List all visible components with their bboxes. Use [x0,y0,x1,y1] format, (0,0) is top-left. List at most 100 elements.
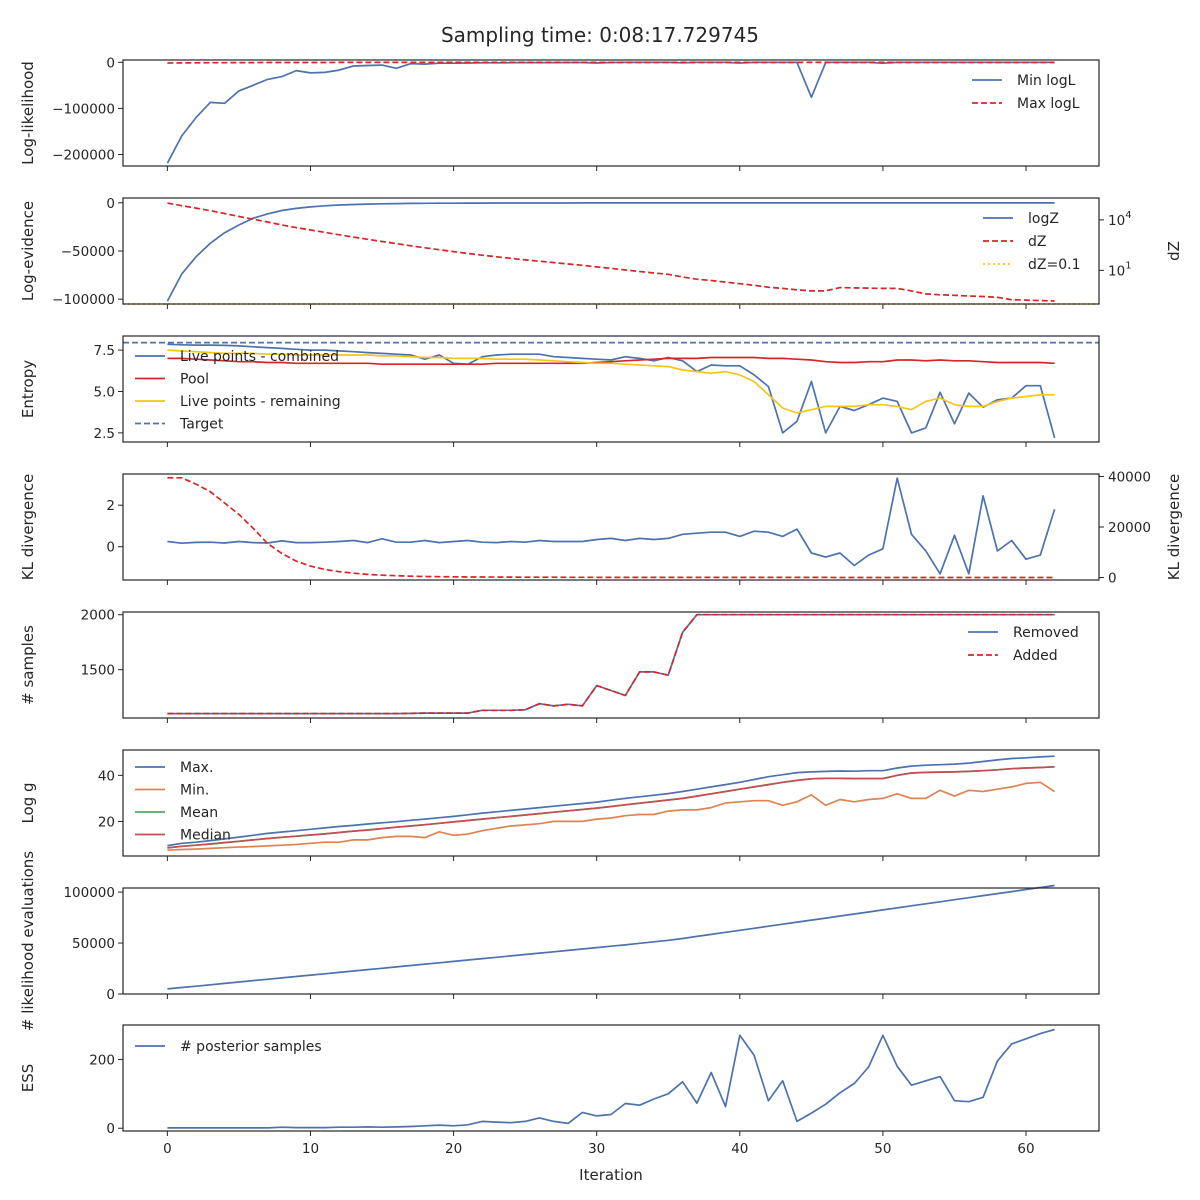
legend-label: logZ [1028,211,1059,227]
y-axis-label: Log-likelihood [19,61,37,165]
y-tick-label: 2 [106,498,115,514]
y-tick-label: 40 [98,768,115,784]
series-dz [167,202,1055,302]
y2-axis-label: dZ [1165,241,1183,261]
y-tick-label: −100000 [52,101,115,117]
series-live-points-combined [167,343,1056,439]
x-tick-label: 30 [588,1141,605,1157]
legend: logZ dZ dZ=0.1 [983,211,1080,273]
panel-3: 7.5 5.0 2.5 Entropy Live points - combined Po… [19,335,1100,447]
legend-label: Mean [180,805,218,821]
axes-frame [122,1024,1100,1132]
y-axis-label: Log-evidence [19,201,37,301]
y-tick-label: −100000 [52,292,115,308]
x-tick-label: 40 [731,1141,748,1157]
y-tick-label: 100000 [63,885,115,901]
y-tick-label: 0 [106,55,115,71]
legend-label: # posterior samples [180,1039,322,1055]
axes-frame [122,473,1100,581]
panels: 0 −100000 −200000 Log-likelihood Min logL Max… [19,55,1183,1157]
y-tick-label: 0 [106,540,115,556]
y-tick-label: 1500 [81,663,115,679]
y-axis-label: # samples [19,625,37,705]
y-tick-label: 50000 [72,936,115,952]
y-tick-label: 2.5 [94,426,115,442]
series-min [167,781,1056,852]
y-tick-label: 20 [98,814,115,830]
y-tick-label: −200000 [52,147,115,163]
y-tick-label: 200 [89,1052,115,1068]
panel-2: 0 −50000 −100000 101 104 Log-evidence dZ logZ dZ… [19,196,1183,309]
axes-frame [122,887,1100,995]
panel-1: 0 −100000 −200000 Log-likelihood Min logL Max… [19,55,1100,171]
series-max-logl [167,61,1055,64]
legend: # posterior samples [135,1039,322,1055]
legend-label: Min. [180,783,209,799]
x-tick-label: 60 [1017,1141,1034,1157]
series-pool [167,356,1055,366]
series-live-points-remaining [167,349,1055,414]
series-removed [167,613,1055,715]
legend-label: Pool [180,372,209,388]
legend-label: Max logL [1017,96,1080,112]
y2-tick-label: 104 [1108,210,1132,229]
x-tick-label: 0 [163,1141,172,1157]
legend-label: Max. [180,760,213,776]
y-tick-label: 2000 [81,608,115,624]
series-likelihood-evaluations [167,884,1055,990]
y-axis-label: Log g [19,782,37,823]
legend-label: dZ=0.1 [1028,257,1080,273]
y-tick-label: 0 [106,987,115,1003]
series-kl-divergence [167,476,1055,579]
legend-label: Removed [1013,625,1079,641]
panel-8: 200 0 0 10 20 30 40 50 60 ESS # posterior samples [19,1024,1100,1157]
figure-title: Sampling time: 0:08:17.729745 [441,23,759,47]
y2-tick-exponent: 1 [1125,260,1131,271]
y2-tick-label: 101 [1108,260,1132,279]
series-median [167,765,1055,849]
legend: Removed Added [968,625,1079,664]
panel-7: 100000 50000 0 # likelihood evaluations [19,851,1100,1031]
legend-label: Min logL [1017,73,1076,89]
y-tick-label: 0 [106,196,115,212]
legend-label: Median [180,828,231,844]
legend-label: Live points - combined [180,349,339,365]
y2-tick-label: 20000 [1108,520,1151,536]
legend: Live points - combined Pool Live points - … [135,349,341,433]
x-tick-label: 10 [302,1141,319,1157]
series-max [167,755,1055,847]
y2-axis-label: KL divergence [1165,474,1183,580]
y-tick-label: 5.0 [94,384,115,400]
x-tick-label: 20 [445,1141,462,1157]
series-logz [166,202,1055,302]
axes-frame [122,335,1100,443]
axes-frame [122,611,1100,719]
y-axis-label: KL divergence [19,474,37,580]
legend: Max. Min. Mean Median [135,760,231,844]
panel-6: 40 20 Log g Max. Min. Mean Median [19,749,1100,861]
y2-tick-label: 40000 [1108,470,1151,486]
y-axis-label: Entropy [19,360,37,418]
y-axis-label: ESS [19,1064,37,1093]
panel-5: 2000 1500 # samples Removed Added [19,608,1100,723]
series-kl-divergence [167,477,1056,575]
axes-frame [122,197,1100,305]
y-tick-label: 0 [106,1121,115,1137]
legend-label: Live points - remaining [180,394,341,410]
legend-label: Added [1013,648,1058,664]
y-tick-label: −50000 [61,244,115,260]
y-axis-label: # likelihood evaluations [19,851,37,1031]
axes-frame [122,749,1100,857]
series-min-logl [166,61,1055,164]
x-axis-label: Iteration [579,1166,643,1184]
series-added [167,613,1055,715]
legend-label: Target [179,417,224,433]
legend-label: dZ [1028,234,1046,250]
axes-frame [122,59,1100,167]
y-tick-label: 7.5 [94,343,115,359]
series-posterior-samples [167,1028,1055,1129]
legend: Min logL Max logL [972,73,1080,112]
panel-4: 2 0 40000 20000 0 KL divergence KL divergence [19,470,1183,587]
y2-tick-label: 0 [1108,570,1117,586]
